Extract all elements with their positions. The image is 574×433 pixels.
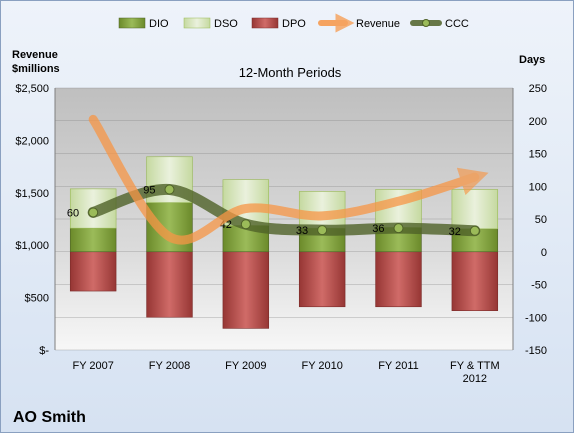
category-label: 2012 [463, 373, 487, 385]
left-axis-ticks: $- $500 $1,000 $1,500 $2,000 $2,500 [15, 83, 49, 357]
legend-swatch-dso [183, 17, 211, 29]
right-tick-label: 100 [529, 181, 547, 193]
right-tick-label: -100 [525, 312, 547, 324]
legend-swatch-dpo [251, 17, 279, 29]
ccc-marker [88, 207, 99, 218]
bar-dpo [451, 251, 499, 312]
category-labels: FY 2007 FY 2008 FY 2009 FY 2010 FY 2011 FY & … [72, 360, 499, 385]
left-tick-label: $- [39, 345, 49, 357]
category-label: FY 2011 [378, 360, 419, 372]
bar-dpo [222, 251, 270, 329]
category-label: FY 2010 [301, 360, 342, 372]
ccc-data-label: 95 [143, 185, 155, 197]
ccc-marker [393, 223, 404, 234]
right-tick-label: -150 [525, 345, 547, 357]
bar-dio [69, 227, 117, 253]
ccc-data-label: 60 [67, 207, 79, 219]
legend-label-revenue: Revenue [356, 18, 400, 30]
right-tick-label: 150 [529, 149, 547, 161]
bar-dso [451, 189, 499, 230]
left-axis-title-line2: $millions [12, 63, 60, 75]
ccc-data-label: 36 [372, 223, 384, 235]
category-label: FY 2008 [149, 360, 190, 372]
ccc-marker [317, 225, 328, 236]
ccc-marker [164, 184, 175, 195]
category-label: FY 2007 [72, 360, 113, 372]
legend-label-ccc: CCC [445, 18, 469, 30]
category-label: FY 2009 [225, 360, 266, 372]
right-tick-label: 200 [529, 116, 547, 128]
legend-label-dpo: DPO [282, 18, 306, 30]
left-tick-label: $1,000 [15, 240, 49, 252]
bar-dso [298, 191, 346, 229]
bar-dpo [146, 251, 193, 318]
right-tick-label: -50 [531, 280, 547, 292]
bar-dpo [375, 251, 422, 308]
bar-dpo [69, 251, 117, 292]
right-axis-title: Days [519, 54, 545, 66]
bar-dpo [298, 251, 346, 308]
legend-swatch-ccc-marker [422, 19, 430, 27]
right-tick-label: 50 [535, 214, 547, 226]
legend-label-dio: DIO [149, 18, 169, 30]
ccc-data-label: 32 [449, 226, 461, 238]
right-tick-label: 0 [541, 247, 547, 259]
ccc-marker [469, 225, 480, 236]
left-tick-label: $2,000 [15, 135, 49, 147]
chart-title: 12-Month Periods [239, 65, 342, 80]
right-tick-label: 250 [529, 83, 547, 95]
left-tick-label: $2,500 [15, 83, 49, 95]
legend-label-dso: DSO [214, 18, 238, 30]
right-axis-ticks: -150 -100 -50 0 50 100 150 200 250 [525, 83, 547, 357]
left-tick-label: $500 [25, 293, 49, 305]
left-tick-label: $1,500 [15, 188, 49, 200]
category-label: FY & TTM [450, 360, 500, 372]
left-axis-title-line1: Revenue [12, 49, 58, 61]
ccc-marker [240, 219, 251, 230]
company-name: AO Smith [13, 409, 86, 426]
legend: DIO DSO DPO Revenue CCC [118, 13, 469, 33]
legend-swatch-dio [118, 17, 146, 29]
series-line-revenue [88, 114, 489, 245]
ccc-data-label: 33 [296, 225, 308, 237]
